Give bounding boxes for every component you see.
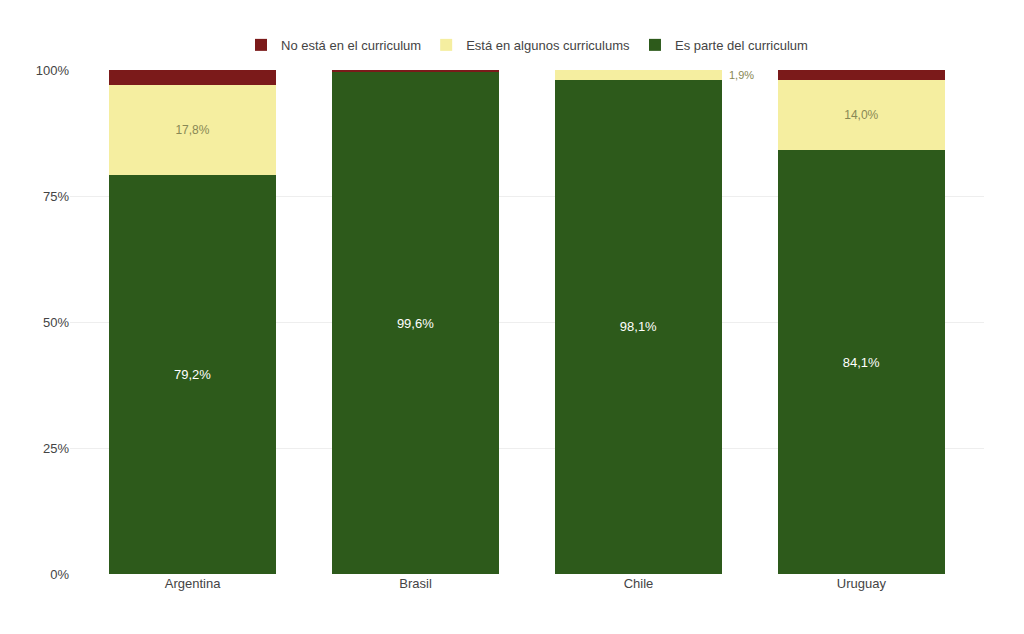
svg-text:Es parte del curriculum: Es parte del curriculum <box>675 38 808 53</box>
svg-text:Está en algunos curriculums: Está en algunos curriculums <box>466 38 630 53</box>
svg-text:50%: 50% <box>43 315 69 330</box>
svg-text:14,0%: 14,0% <box>844 108 878 122</box>
svg-text:1,9%: 1,9% <box>729 69 754 81</box>
svg-text:98,1%: 98,1% <box>620 319 657 334</box>
svg-text:Brasil: Brasil <box>399 576 432 591</box>
svg-text:75%: 75% <box>43 189 69 204</box>
svg-text:17,8%: 17,8% <box>175 123 209 137</box>
svg-text:84,1%: 84,1% <box>843 355 880 370</box>
svg-text:Uruguay: Uruguay <box>837 576 887 591</box>
svg-text:0%: 0% <box>50 567 69 582</box>
svg-text:79,2%: 79,2% <box>174 367 211 382</box>
svg-text:25%: 25% <box>43 441 69 456</box>
svg-text:Argentina: Argentina <box>165 576 221 591</box>
svg-text:100%: 100% <box>36 63 70 78</box>
svg-text:Chile: Chile <box>624 576 654 591</box>
svg-text:No está en el curriculum: No está en el curriculum <box>281 38 421 53</box>
svg-text:99,6%: 99,6% <box>397 316 434 331</box>
